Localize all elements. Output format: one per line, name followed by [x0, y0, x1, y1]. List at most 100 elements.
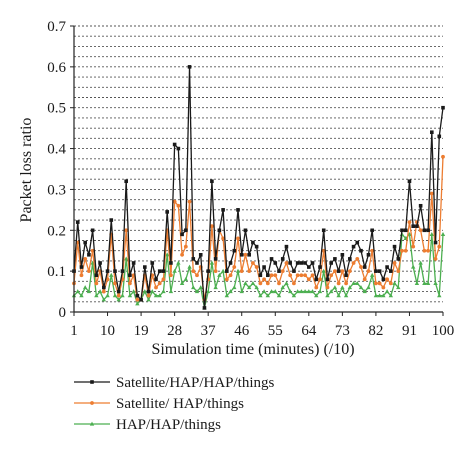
data-point — [239, 253, 244, 257]
data-point — [430, 130, 434, 135]
data-point — [422, 248, 427, 253]
data-point — [422, 281, 427, 285]
data-point — [410, 264, 416, 269]
data-point — [306, 277, 311, 282]
data-point — [369, 272, 375, 277]
data-point — [377, 281, 382, 286]
data-point — [343, 293, 349, 298]
data-point — [116, 289, 121, 294]
data-point — [183, 276, 189, 281]
data-point — [86, 289, 92, 294]
data-point — [262, 277, 266, 282]
x-tick-label: 37 — [201, 323, 217, 339]
data-point — [325, 293, 330, 298]
legend-label: HAP/HAP/things — [116, 417, 221, 433]
data-point — [79, 273, 84, 278]
legend-label: Satellite/ HAP/things — [116, 396, 244, 412]
axes — [70, 25, 444, 316]
data-point — [146, 293, 151, 298]
data-point — [105, 293, 110, 298]
data-point — [101, 297, 107, 302]
data-point — [243, 252, 248, 257]
data-point — [251, 261, 255, 265]
data-point — [299, 289, 304, 294]
data-point — [198, 253, 203, 257]
data-point — [269, 273, 274, 278]
data-point — [292, 281, 296, 286]
data-point — [347, 285, 353, 290]
data-point — [295, 289, 300, 294]
data-point — [247, 253, 251, 257]
data-point — [224, 293, 230, 298]
data-point — [176, 203, 181, 208]
legend-swatch-marker — [90, 401, 94, 405]
y-tick-label: 0.2 — [47, 223, 66, 239]
data-point — [280, 269, 285, 274]
x-tick-label: 1 — [70, 323, 78, 339]
data-point — [184, 228, 188, 233]
data-point — [400, 248, 404, 253]
data-point — [157, 293, 162, 298]
data-point — [385, 277, 389, 282]
data-point — [351, 281, 356, 285]
data-point — [154, 285, 158, 290]
data-point — [246, 285, 252, 290]
data-point — [336, 281, 341, 286]
data-point — [187, 264, 192, 269]
data-point — [347, 269, 352, 274]
data-point — [425, 281, 431, 285]
data-point — [366, 269, 371, 274]
data-point — [411, 244, 416, 249]
data-point — [429, 231, 435, 236]
data-point — [329, 261, 333, 265]
data-point — [82, 285, 88, 290]
data-point — [113, 269, 117, 273]
data-point — [437, 293, 442, 298]
data-point — [314, 293, 319, 298]
data-point — [362, 265, 367, 269]
data-point — [210, 179, 214, 184]
x-tick-label: 28 — [167, 323, 182, 339]
x-tick-label: 100 — [432, 323, 455, 339]
data-point — [90, 248, 95, 253]
data-point — [374, 281, 378, 286]
data-point — [303, 273, 307, 278]
data-point — [112, 293, 118, 298]
data-point — [307, 265, 311, 269]
data-point — [161, 277, 166, 282]
data-point — [161, 289, 166, 294]
data-point — [437, 244, 442, 249]
data-point — [109, 218, 114, 222]
data-point — [217, 272, 222, 277]
data-point — [220, 268, 226, 273]
data-point — [262, 265, 266, 269]
data-point — [273, 261, 278, 265]
data-point — [266, 273, 270, 278]
data-point — [318, 277, 322, 282]
data-point — [224, 277, 229, 282]
data-point — [150, 289, 155, 294]
data-point — [135, 293, 140, 298]
data-point — [437, 134, 442, 139]
data-point — [280, 257, 285, 261]
data-point — [120, 293, 125, 298]
y-tick-label: 0.3 — [47, 182, 66, 198]
data-point — [97, 289, 103, 294]
data-point — [90, 228, 95, 233]
data-point — [79, 265, 84, 269]
data-point — [325, 277, 330, 282]
legend-label: Satellite/HAP/HAP/things — [116, 375, 275, 391]
data-point — [164, 252, 170, 257]
data-point — [392, 244, 397, 249]
data-point — [131, 289, 136, 294]
data-point — [235, 268, 241, 273]
data-point — [277, 281, 281, 286]
data-point — [381, 293, 386, 298]
data-point — [280, 285, 285, 290]
data-point — [355, 256, 360, 261]
data-point — [366, 253, 371, 257]
data-point — [213, 257, 218, 261]
data-point — [258, 273, 263, 278]
data-point — [377, 293, 382, 298]
data-point — [429, 191, 434, 196]
